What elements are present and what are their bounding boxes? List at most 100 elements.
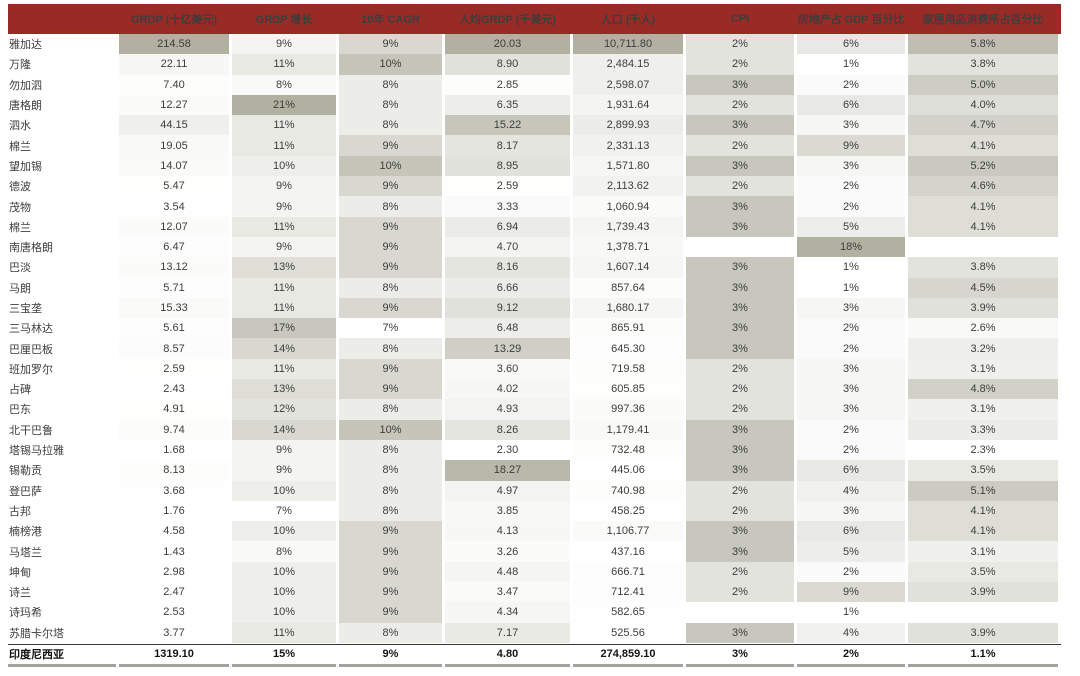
cell-household_goods_pct: 4.7% bbox=[908, 115, 1058, 136]
cell-grdp: 214.58 bbox=[119, 34, 229, 55]
cell-real_estate_pct_gdp: 5% bbox=[797, 216, 905, 237]
cell-real_estate_pct_gdp: 2% bbox=[797, 74, 905, 95]
city-name: 马塔兰 bbox=[8, 541, 116, 562]
table-row: 三马林达 5.61 17% 7% 6.48 865.91 3% 2% 2.6% bbox=[8, 318, 1061, 339]
cell-real_estate_pct_gdp: 6% bbox=[797, 34, 905, 55]
cell-grdp: 3.77 bbox=[119, 622, 229, 643]
table-row: 诗兰 2.47 10% 9% 3.47 712.41 2% 9% 3.9% bbox=[8, 582, 1061, 603]
cell-cpi: 3% bbox=[686, 338, 794, 359]
city-name: 泗水 bbox=[8, 115, 116, 136]
cell-grdp_growth: 11% bbox=[232, 135, 336, 156]
table-row: 万隆 22.11 11% 10% 8.90 2,484.15 2% 1% 3.8% bbox=[8, 54, 1061, 75]
cell-cagr_10y: 9% bbox=[339, 358, 442, 380]
city-name: 坤甸 bbox=[8, 561, 116, 583]
column-header-real_estate_pct_gdp: 房地产占 GDP 百分比 bbox=[797, 14, 905, 26]
cell-grdp: 13.12 bbox=[119, 257, 229, 278]
city-name: 望加锡 bbox=[8, 155, 116, 177]
cell-household_goods_pct: 5.0% bbox=[908, 74, 1058, 95]
cell-grdp: 3.68 bbox=[119, 480, 229, 501]
city-name: 古邦 bbox=[8, 500, 116, 522]
cell-household_goods_pct: 4.1% bbox=[908, 216, 1058, 237]
table-row: 坤甸 2.98 10% 9% 4.48 666.71 2% 2% 3.5% bbox=[8, 561, 1061, 583]
cell-grdp: 1.76 bbox=[119, 500, 229, 522]
cell-grdp_growth: 10% bbox=[232, 561, 336, 583]
cell-household_goods_pct: 3.1% bbox=[908, 358, 1058, 380]
cell-cagr_10y: 8% bbox=[339, 94, 442, 116]
cell-cpi: 2% bbox=[686, 500, 794, 522]
cell-population: 1,571.80 bbox=[573, 155, 683, 177]
city-name: 诗兰 bbox=[8, 582, 116, 603]
cell-grdp: 12.27 bbox=[119, 94, 229, 116]
cell-household_goods_pct: 5.2% bbox=[908, 155, 1058, 177]
table-row: 棉兰 19.05 11% 9% 8.17 2,331.13 2% 9% 4.1% bbox=[8, 135, 1061, 156]
cell-cpi: 3% bbox=[686, 439, 794, 461]
cell-household_goods_pct: 3.9% bbox=[908, 582, 1058, 603]
cell-grdp: 1.68 bbox=[119, 439, 229, 461]
table-row: 德波 5.47 9% 9% 2.59 2,113.62 2% 2% 4.6% bbox=[8, 176, 1061, 197]
column-header-grdp_per_capita: 人均GRDP (千美元) bbox=[459, 14, 556, 26]
cell-population: 740.98 bbox=[573, 480, 683, 501]
cell-household_goods_pct: 3.9% bbox=[908, 622, 1058, 643]
city-name: 北干巴鲁 bbox=[8, 419, 116, 440]
cell-real_estate_pct_gdp: 3% bbox=[797, 379, 905, 400]
cell-cpi: 2% bbox=[686, 54, 794, 75]
cell-population: 1,680.17 bbox=[573, 297, 683, 319]
table-row: 唐格朗 12.27 21% 8% 6.35 1,931.64 2% 6% 4.0% bbox=[8, 94, 1061, 116]
cell-household_goods_pct: 3.8% bbox=[908, 257, 1058, 278]
cell-real_estate_pct_gdp: 3% bbox=[797, 155, 905, 177]
cell-grdp_growth: 9% bbox=[232, 176, 336, 197]
cell-grdp: 15.33 bbox=[119, 297, 229, 319]
cell-cagr_10y: 8% bbox=[339, 74, 442, 95]
cell-grdp: 8.13 bbox=[119, 460, 229, 481]
cell-grdp_per_capita: 8.17 bbox=[445, 135, 570, 156]
cell-cpi: 2% bbox=[686, 480, 794, 501]
cell-real_estate_pct_gdp: 1% bbox=[797, 257, 905, 278]
cell-household_goods_pct: 5.1% bbox=[908, 480, 1058, 501]
city-name: 巴厘巴板 bbox=[8, 338, 116, 359]
city-name: 锡勒贡 bbox=[8, 460, 116, 481]
cell-cpi: 3% bbox=[686, 460, 794, 481]
cell-cpi: 3% bbox=[686, 297, 794, 319]
cell-household_goods_pct: 4.5% bbox=[908, 277, 1058, 298]
cell-real_estate_pct_gdp: 2% bbox=[797, 644, 905, 667]
cell-grdp_growth: 13% bbox=[232, 257, 336, 278]
cell-household_goods_pct: 3.1% bbox=[908, 399, 1058, 420]
cell-cagr_10y: 8% bbox=[339, 500, 442, 522]
cell-grdp_growth: 14% bbox=[232, 338, 336, 359]
table-row: 马塔兰 1.43 8% 9% 3.26 437.16 3% 5% 3.1% bbox=[8, 541, 1061, 562]
table-row: 茂物 3.54 9% 8% 3.33 1,060.94 3% 2% 4.1% bbox=[8, 196, 1061, 217]
cell-household_goods_pct bbox=[908, 237, 1058, 257]
cell-grdp: 2.53 bbox=[119, 602, 229, 623]
table-row: 泗水 44.15 11% 8% 15.22 2,899.93 3% 3% 4.7% bbox=[8, 115, 1061, 136]
cell-real_estate_pct_gdp: 18% bbox=[797, 236, 905, 258]
cell-cpi: 3% bbox=[686, 196, 794, 217]
cell-grdp_per_capita: 4.02 bbox=[445, 379, 570, 400]
cell-grdp_per_capita: 4.97 bbox=[445, 480, 570, 501]
city-name: 登巴萨 bbox=[8, 480, 116, 501]
cell-grdp: 4.91 bbox=[119, 399, 229, 420]
cell-grdp: 5.61 bbox=[119, 318, 229, 339]
cell-household_goods_pct: 4.1% bbox=[908, 500, 1058, 522]
cell-cagr_10y: 10% bbox=[339, 54, 442, 75]
cell-cagr_10y: 9% bbox=[339, 541, 442, 562]
total-label: 印度尼西亚 bbox=[8, 644, 116, 667]
city-name: 巴淡 bbox=[8, 257, 116, 278]
cell-population: 2,899.93 bbox=[573, 115, 683, 136]
city-name: 棉兰 bbox=[8, 216, 116, 237]
cell-grdp_growth: 7% bbox=[232, 500, 336, 522]
cell-grdp: 2.59 bbox=[119, 358, 229, 380]
cell-real_estate_pct_gdp: 1% bbox=[797, 54, 905, 75]
cell-grdp_per_capita: 7.17 bbox=[445, 622, 570, 643]
cell-cpi: 3% bbox=[686, 115, 794, 136]
cell-grdp_growth: 9% bbox=[232, 196, 336, 217]
cell-real_estate_pct_gdp: 9% bbox=[797, 135, 905, 156]
cell-population: 1,607.14 bbox=[573, 257, 683, 278]
cell-cpi: 3% bbox=[686, 644, 794, 667]
table-row: 锡勒贡 8.13 9% 8% 18.27 445.06 3% 6% 3.5% bbox=[8, 460, 1061, 481]
table-row: 登巴萨 3.68 10% 8% 4.97 740.98 2% 4% 5.1% bbox=[8, 480, 1061, 501]
cell-cpi: 2% bbox=[686, 379, 794, 400]
cell-cpi: 2% bbox=[686, 561, 794, 583]
city-name: 楠榜港 bbox=[8, 521, 116, 542]
table-row: 棉兰 12.07 11% 9% 6.94 1,739.43 3% 5% 4.1% bbox=[8, 216, 1061, 237]
cell-grdp_per_capita: 4.48 bbox=[445, 561, 570, 583]
